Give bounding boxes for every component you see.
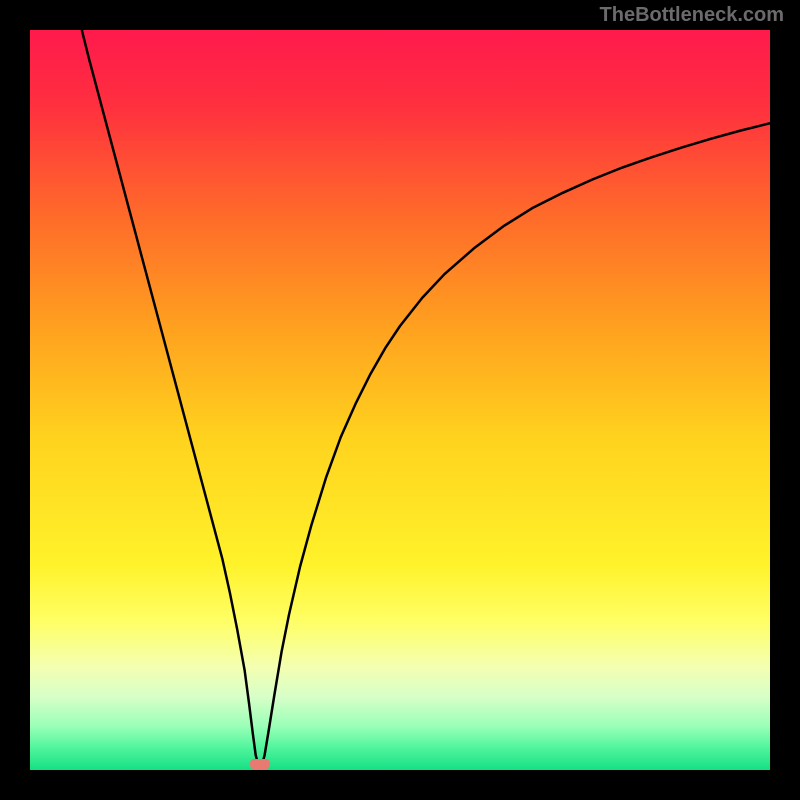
optimal-point-marker	[250, 759, 270, 769]
curve-layer	[30, 30, 770, 770]
plot-area	[30, 30, 770, 770]
watermark-text: TheBottleneck.com	[600, 4, 784, 27]
bottleneck-curve	[82, 30, 770, 766]
chart-container: TheBottleneck.com	[0, 0, 800, 800]
